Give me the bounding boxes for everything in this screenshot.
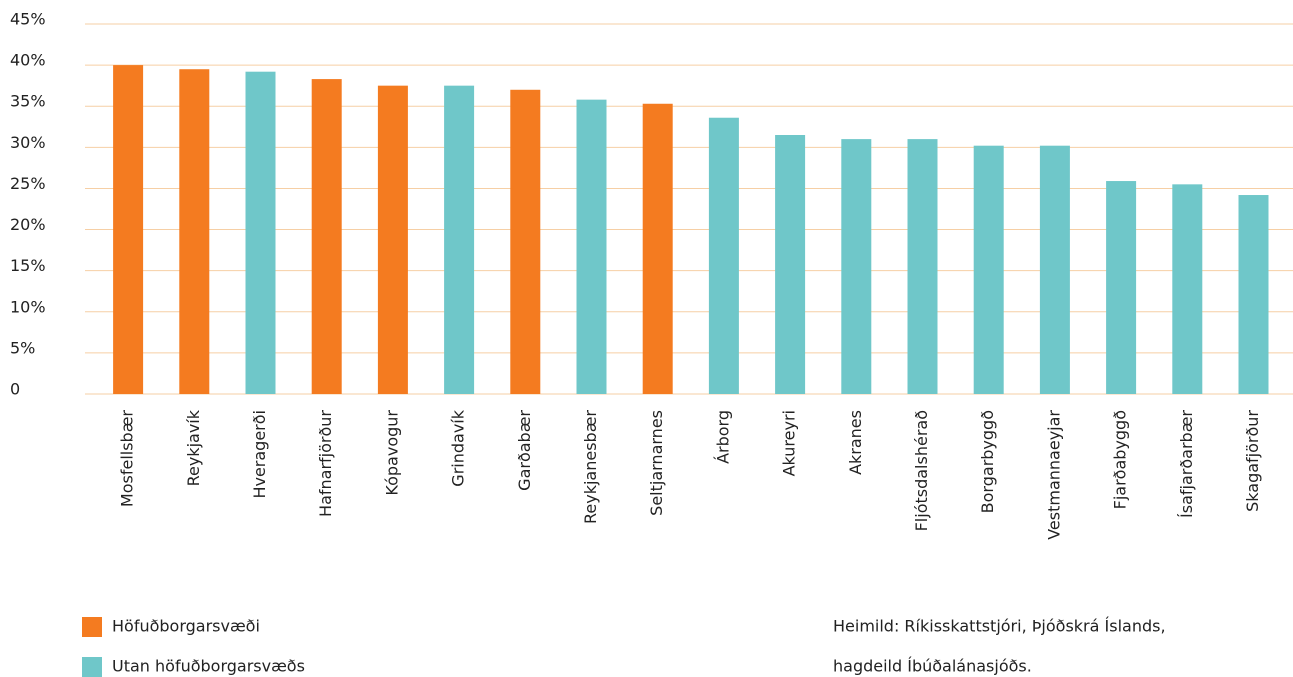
x-tick-label: Akranes (846, 410, 865, 475)
bar (245, 71, 276, 394)
y-tick-label: 25% (10, 174, 46, 193)
bar (576, 99, 607, 395)
y-tick-label: 20% (10, 215, 46, 234)
x-tick-label: Ísafjarðarbær (1177, 410, 1196, 518)
y-tick-label: 15% (10, 256, 46, 275)
y-tick-label: 40% (10, 51, 46, 70)
x-tick-label: Vestmannaeyjar (1044, 410, 1063, 540)
x-tick-label: Árborg (713, 410, 732, 464)
x-tick-label: Garðabær (515, 410, 534, 491)
bar (1172, 184, 1203, 394)
x-tick-label: Fjarðabyggð (1111, 410, 1130, 509)
y-tick-label: 30% (10, 133, 46, 152)
x-tick-label: Hveragerði (250, 410, 269, 499)
legend-label: Utan höfuðborgarsvæðs (112, 657, 305, 676)
source-line: hagdeild Íbúðalánasjóðs. (833, 657, 1032, 676)
legend-swatch (82, 617, 102, 637)
x-tick-label: Borgarbyggð (978, 410, 997, 513)
x-tick-label: Skagafjörður (1243, 410, 1262, 512)
bar (708, 117, 739, 394)
x-tick-label: Hafnarfjörður (316, 410, 335, 517)
x-tick-label: Akureyri (780, 410, 799, 476)
bar (1238, 195, 1269, 394)
y-tick-label: 0 (10, 380, 20, 399)
y-tick-label: 10% (10, 297, 46, 316)
x-tick-label: Reykjanesbær (581, 410, 600, 524)
x-tick-label: Fljótsdalshérað (912, 410, 931, 531)
legend-label: Höfuðborgarsvæði (112, 617, 260, 636)
bar (311, 79, 342, 394)
bar (775, 135, 806, 394)
x-tick-label: Kópavogur (382, 410, 401, 496)
bar (841, 139, 872, 394)
bar (510, 89, 541, 395)
bar (113, 65, 144, 394)
x-tick-label: Seltjarnarnes (647, 410, 666, 516)
bar (1106, 181, 1137, 394)
x-tick-label: Reykjavík (184, 409, 203, 486)
bar (1039, 145, 1070, 394)
y-tick-label: 35% (10, 92, 46, 111)
bar (179, 69, 210, 394)
bar (907, 139, 938, 394)
x-tick-label: Mosfellsbær (118, 410, 137, 508)
x-tick-label: Grindavík (449, 409, 468, 486)
bar (377, 85, 408, 395)
bar (444, 85, 475, 395)
bar (642, 103, 673, 394)
y-tick-label: 45% (10, 10, 46, 29)
legend-swatch (82, 657, 102, 677)
bar (973, 145, 1004, 394)
source-line: Heimild: Ríkisskattstjóri, Þjóðskrá Ísla… (833, 617, 1166, 636)
y-tick-label: 5% (10, 338, 35, 357)
